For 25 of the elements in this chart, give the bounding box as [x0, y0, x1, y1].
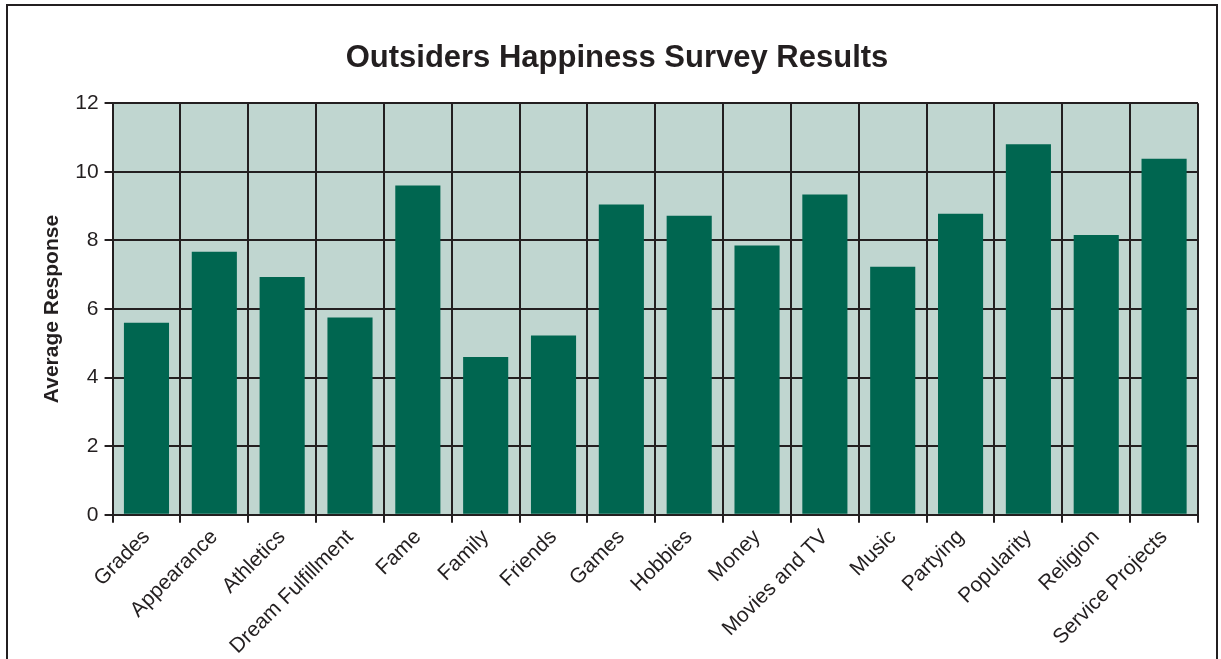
y-axis-title: Average Response [39, 214, 63, 404]
bar [802, 194, 848, 514]
bar [666, 215, 712, 514]
bar [123, 322, 170, 514]
bar [1005, 144, 1051, 514]
bar [395, 185, 441, 514]
chart-title: Outsiders Happiness Survey Results [345, 39, 889, 75]
bar [1141, 158, 1187, 514]
bar [259, 277, 305, 514]
bar [191, 251, 237, 514]
bar [1073, 234, 1119, 514]
y-tick-label: 4 [86, 364, 99, 388]
bar [938, 213, 984, 514]
y-tick-label: 8 [86, 227, 99, 251]
y-tick-label: 10 [75, 158, 99, 182]
y-tick-label: 2 [86, 433, 99, 457]
bar [870, 266, 916, 514]
bar [598, 204, 644, 514]
bar [463, 357, 509, 514]
y-tick-label: 12 [75, 90, 99, 113]
bar [734, 245, 780, 514]
y-tick-label: 6 [86, 295, 99, 319]
bar [530, 335, 577, 514]
y-tick-label: 0 [86, 501, 99, 525]
bar [327, 317, 373, 514]
